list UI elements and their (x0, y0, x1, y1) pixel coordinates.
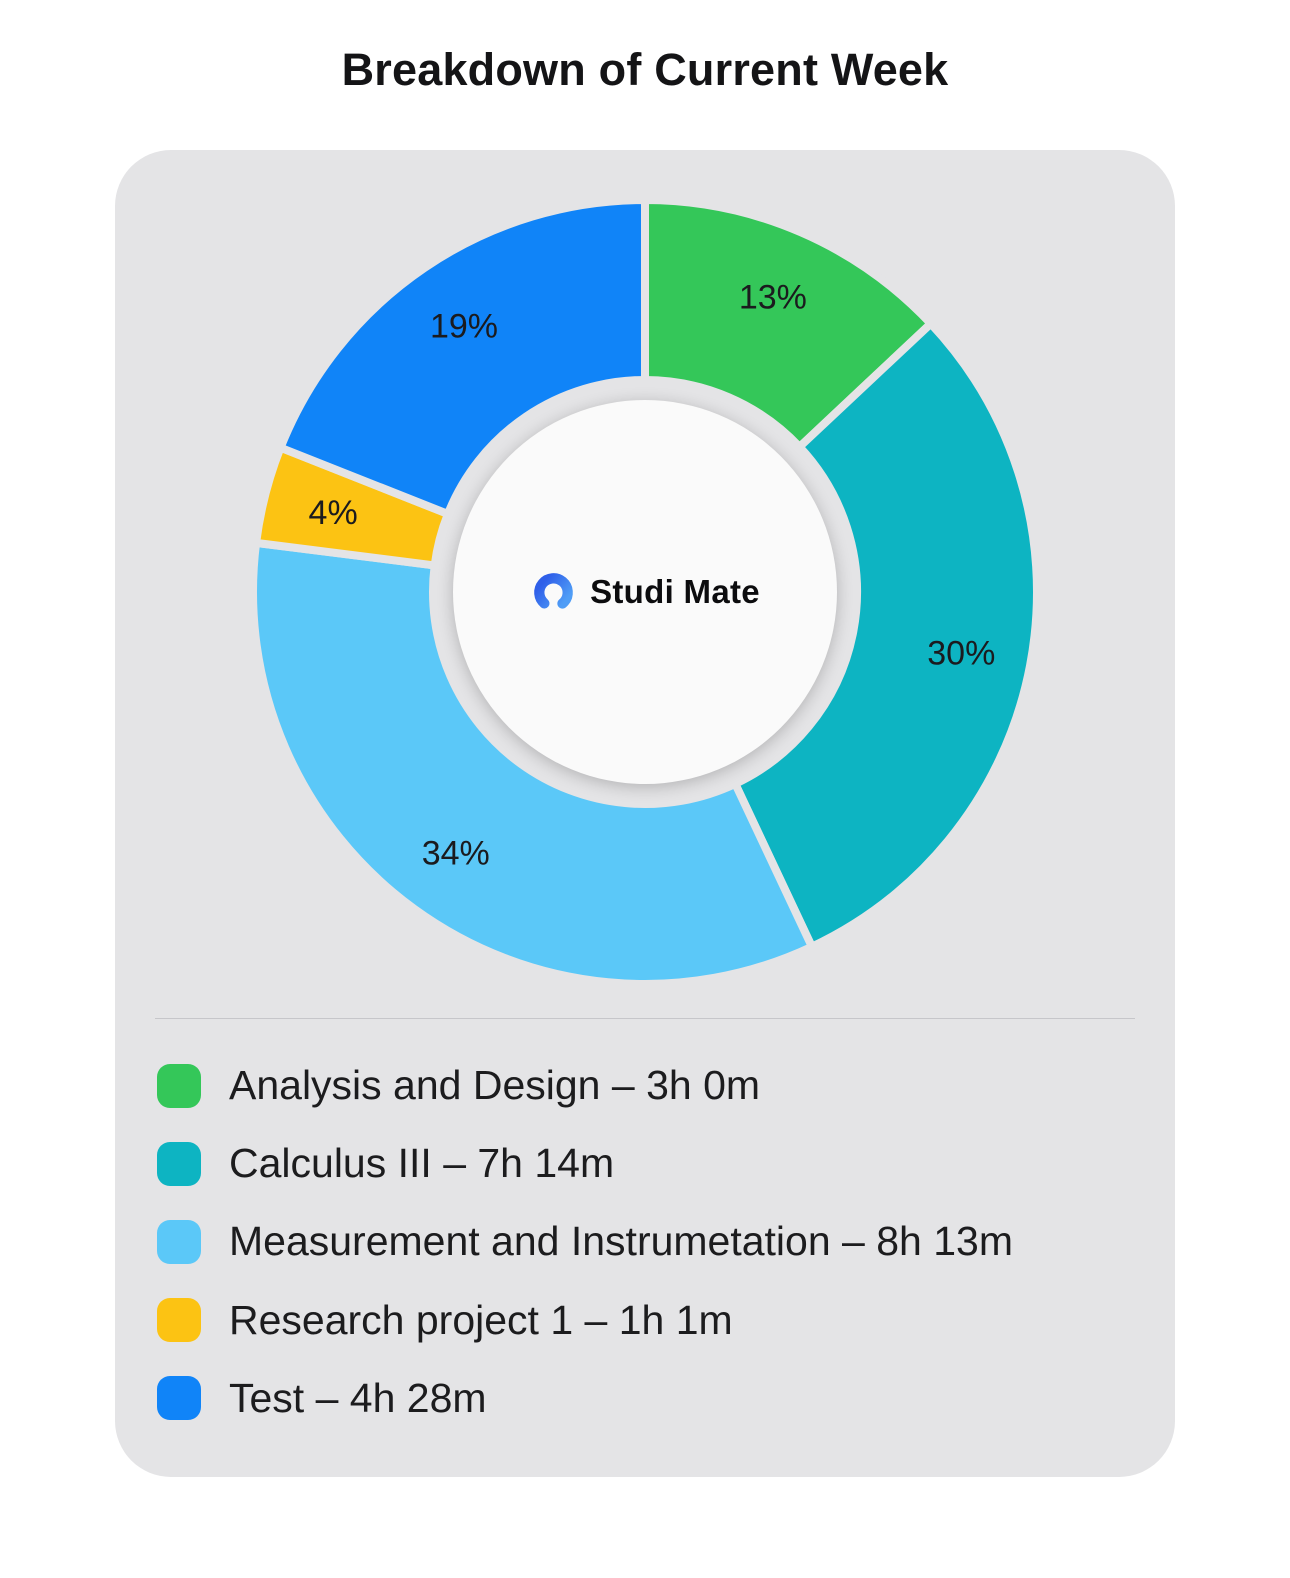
segment-percent-label-analysis-and-design: 13% (739, 278, 807, 316)
legend: Analysis and Design – 3h 0m Calculus III … (155, 1061, 1135, 1423)
donut-chart: 13% 30% 34% 4% 19% Studi Mate (245, 192, 1045, 992)
segment-percent-label-calculus-iii: 30% (927, 634, 995, 672)
legend-label: Analysis and Design – 3h 0m (229, 1062, 761, 1108)
page-title: Breakdown of Current Week (341, 44, 949, 95)
donut-segment-measurement-and-instrumetation[interactable] (249, 538, 816, 988)
donut-segment-test[interactable] (276, 196, 649, 518)
legend-item-analysis-and-design: Analysis and Design – 3h 0m (157, 1061, 1135, 1110)
legend-swatch-research-project-1 (157, 1298, 201, 1343)
legend-label: Measurement and Instrumetation – 8h 13m (229, 1218, 1013, 1265)
donut-segment-analysis-and-design[interactable] (641, 196, 935, 451)
legend-item-test: Test – 4h 28m (157, 1374, 1135, 1423)
segment-percent-label-research-project-1: 4% (309, 494, 358, 532)
divider (155, 1018, 1135, 1019)
segment-percent-label-test: 19% (430, 308, 498, 346)
legend-item-research-project-1: Research project 1 – 1h 1m (157, 1296, 1135, 1345)
legend-swatch-test (157, 1376, 201, 1421)
brand-name: Studi Mate (590, 573, 760, 610)
studi-mate-logo-icon (534, 572, 573, 612)
segment-percent-label-measurement-and-instrumetation: 34% (422, 835, 490, 873)
page: Breakdown of Current Week 13% 30% 34% 4% 19%… (0, 44, 1290, 1477)
legend-item-calculus-iii: Calculus III – 7h 14m (157, 1139, 1135, 1188)
chart-card: 13% 30% 34% 4% 19% Studi Mate Analysis and D… (115, 150, 1175, 1477)
legend-item-measurement-and-instrumetation: Measurement and Instrumetation – 8h 13m (157, 1217, 1135, 1266)
legend-label: Calculus III – 7h 14m (229, 1140, 615, 1187)
legend-swatch-analysis-and-design (157, 1063, 201, 1108)
legend-label: Research project 1 – 1h 1m (229, 1296, 733, 1343)
donut-segment-calculus-iii[interactable] (731, 319, 1041, 951)
legend-swatch-calculus-iii (157, 1141, 201, 1186)
legend-label: Test – 4h 28m (229, 1374, 487, 1421)
legend-swatch-measurement-and-instrumetation (157, 1219, 201, 1264)
donut-svg: 13% 30% 34% 4% 19% (249, 196, 1041, 988)
chart-center: Studi Mate (453, 400, 837, 784)
